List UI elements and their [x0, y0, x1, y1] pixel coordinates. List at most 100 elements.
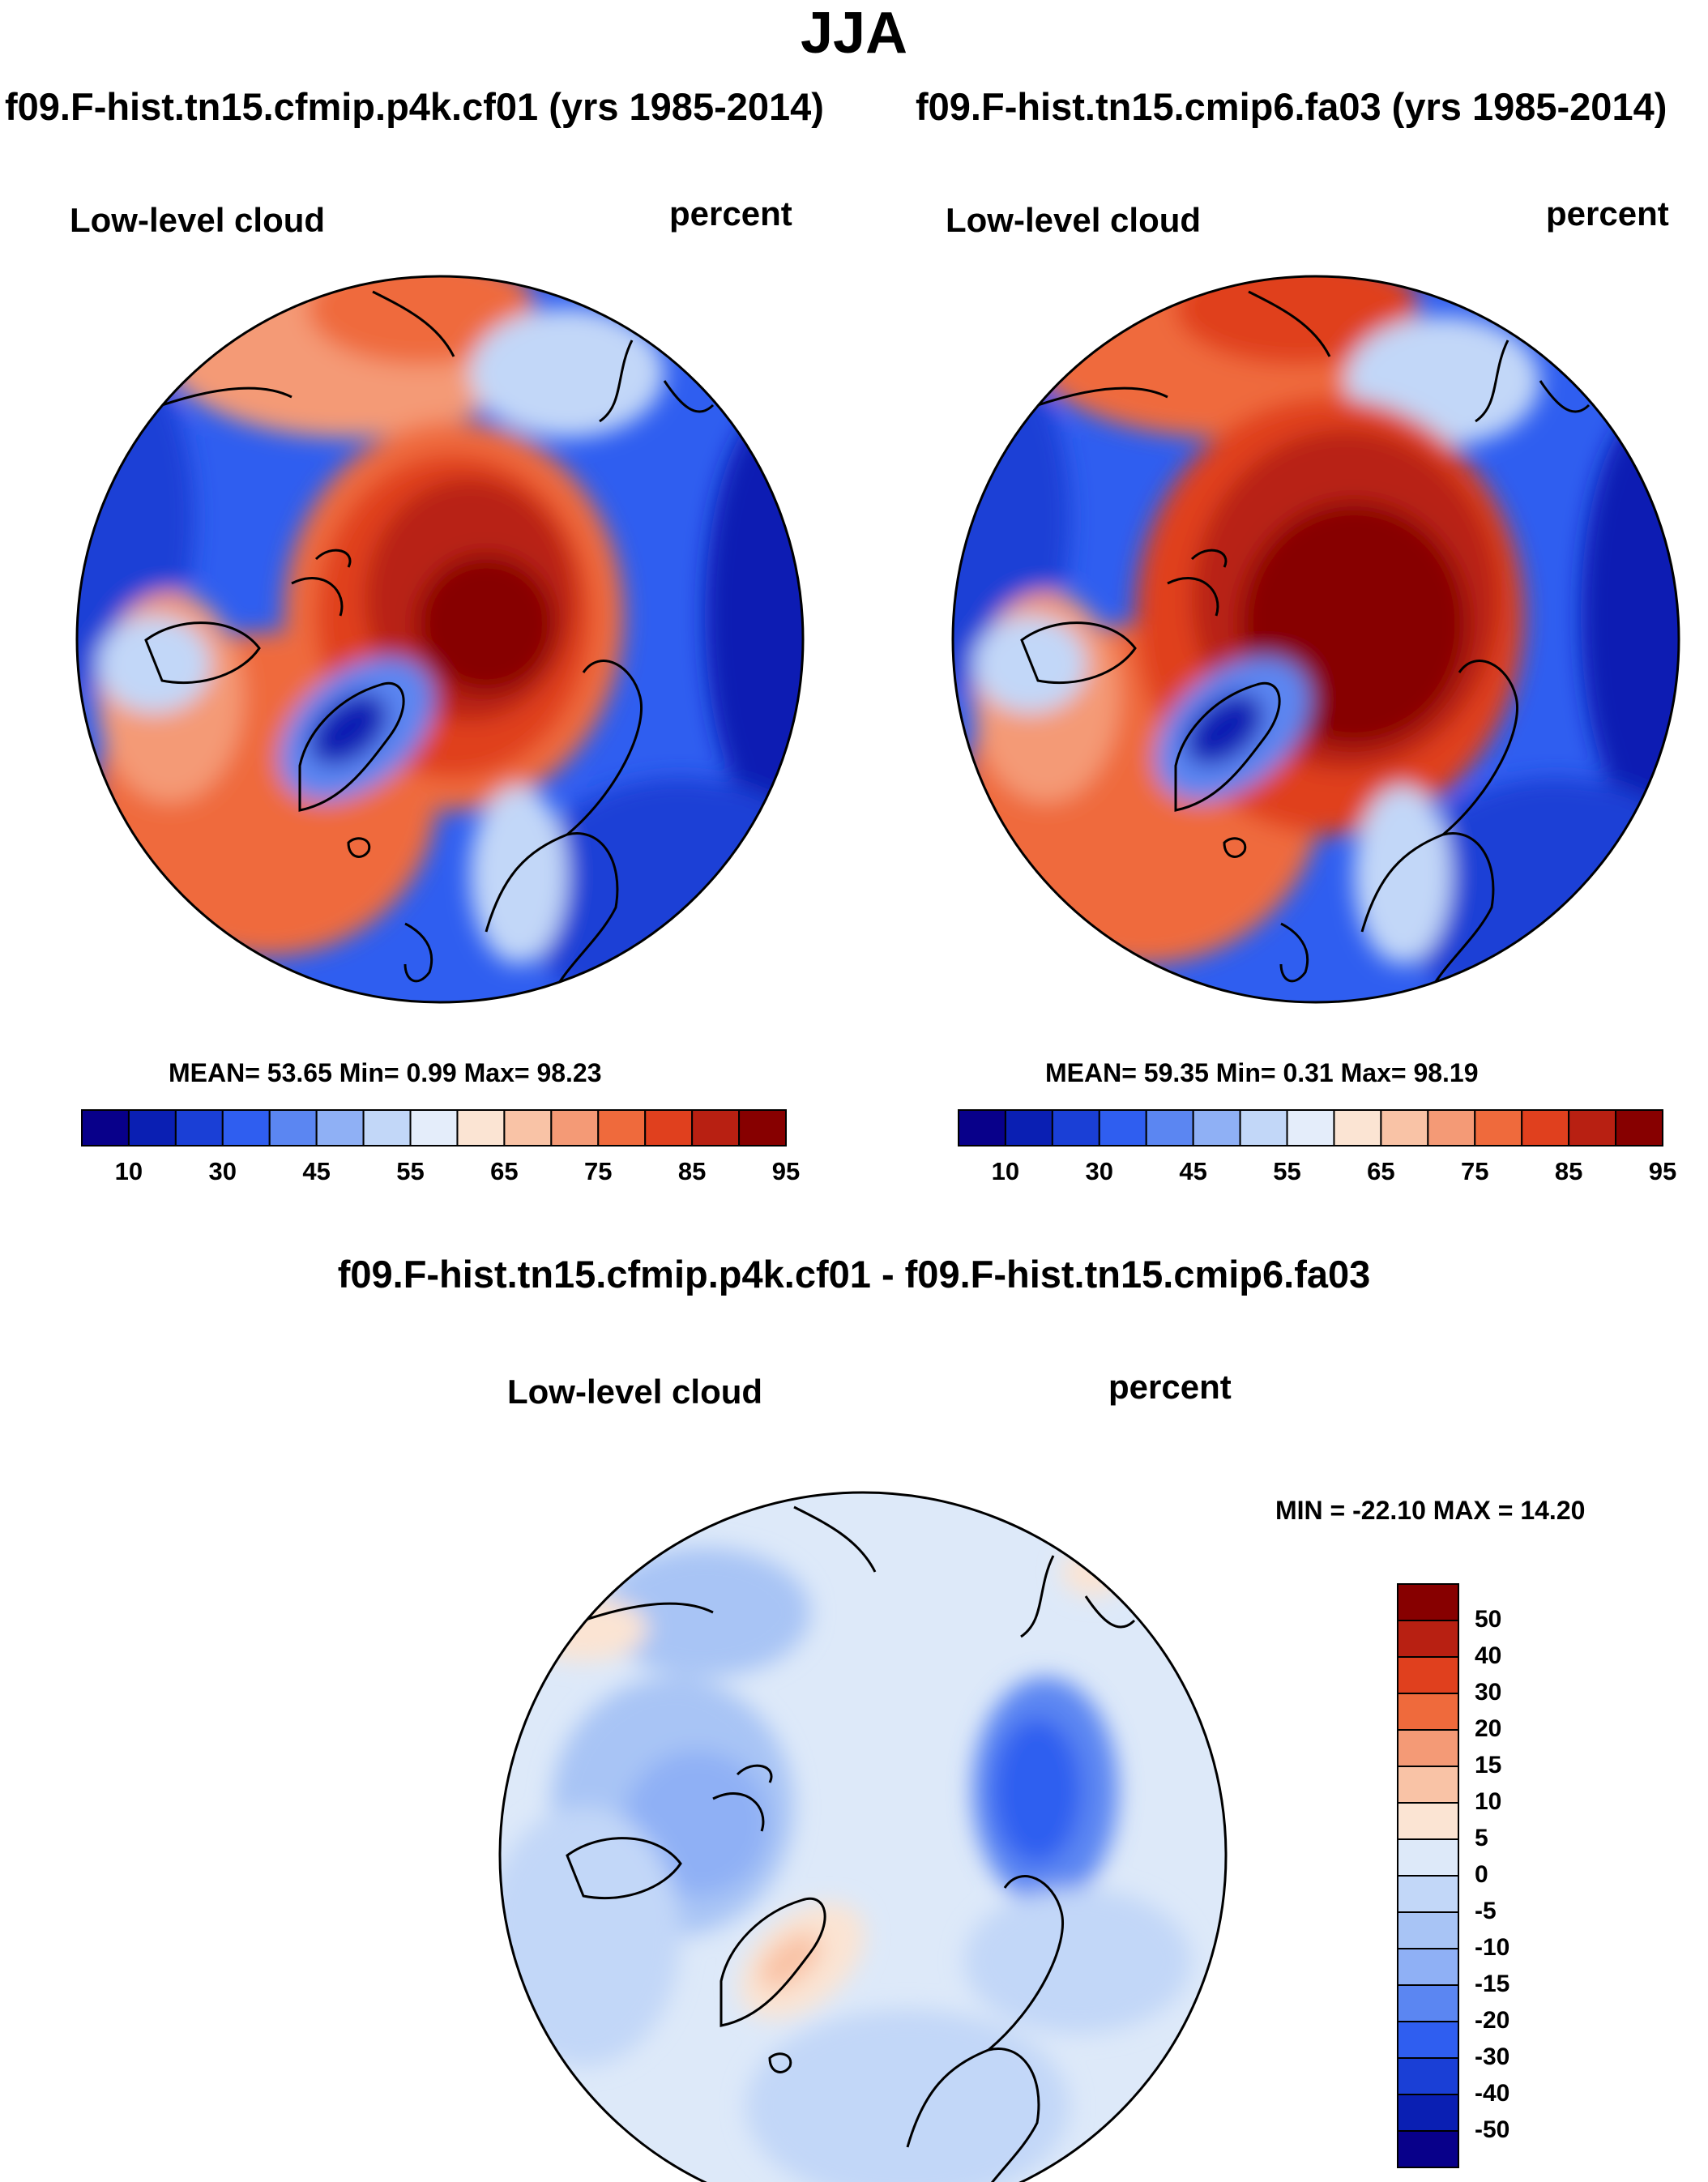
right-colorbar-tick-label: 85 [1554, 1157, 1583, 1185]
left-colorbar-swatch [550, 1109, 600, 1147]
right-panel-case-title: f09.F-hist.tn15.cmip6.fa03 (yrs 1985-201… [916, 85, 1667, 128]
left-colorbar-swatch [738, 1109, 787, 1147]
diff-colorbar-tick-label: -10 [1475, 1934, 1510, 1961]
left-colorbar-swatch [221, 1109, 271, 1147]
left-colorbar-tick-label: 30 [208, 1157, 237, 1185]
diff-colorbar-tick-label: -20 [1475, 2007, 1510, 2034]
right-colorbar-tick-label: 55 [1273, 1157, 1301, 1185]
right-panel-variable-label: Low-level cloud [946, 201, 1202, 239]
right-colorbar-swatch [1051, 1109, 1100, 1147]
diff-colorbar-swatch [1397, 2094, 1459, 2132]
right-colorbar-swatch [1615, 1109, 1663, 1147]
diff-panel-variable-label: Low-level cloud [507, 1373, 763, 1411]
diff-colorbar-tick-label: 50 [1475, 1606, 1502, 1633]
diff-colorbar-swatch [1397, 1948, 1459, 1986]
diff-colorbar-tick-label: 10 [1475, 1788, 1502, 1815]
right-colorbar-swatch [1521, 1109, 1570, 1147]
left-colorbar-swatch [174, 1109, 224, 1147]
left-panel-stats: MEAN= 53.65 Min= 0.99 Max= 98.23 [169, 1058, 602, 1087]
left-colorbar-swatch [362, 1109, 412, 1147]
diff-panel-map [500, 1492, 1226, 2182]
diff-colorbar-tick-label: 30 [1475, 1679, 1502, 1706]
diff-panel-map-border [498, 1491, 1228, 2182]
diff-colorbar-swatch [1397, 1766, 1459, 1804]
right-panel-units-label: percent [1546, 194, 1669, 233]
right-colorbar-swatch [1145, 1109, 1194, 1147]
left-colorbar-tick-label: 45 [302, 1157, 331, 1185]
right-colorbar-swatch [1239, 1109, 1288, 1147]
left-colorbar-swatch [81, 1109, 130, 1147]
diff-colorbar-swatch [1397, 1838, 1459, 1877]
diff-colorbar-swatch [1397, 1875, 1459, 1913]
left-panel-colorbar [81, 1109, 787, 1147]
diff-colorbar-tick-label: 15 [1475, 1752, 1502, 1778]
left-panel-case-title: f09.F-hist.tn15.cfmip.p4k.cf01 (yrs 1985… [5, 85, 824, 128]
left-colorbar-swatch [456, 1109, 506, 1147]
diff-colorbar-swatch [1397, 2057, 1459, 2095]
right-colorbar-swatch [958, 1109, 1006, 1147]
right-colorbar-swatch [1568, 1109, 1617, 1147]
left-panel-variable-label: Low-level cloud [70, 201, 326, 239]
diff-colorbar-swatch [1397, 1802, 1459, 1840]
right-colorbar-swatch [1427, 1109, 1476, 1147]
left-panel-map [77, 276, 803, 1002]
left-colorbar-tick-label: 10 [114, 1157, 143, 1185]
right-colorbar-swatch [1004, 1109, 1053, 1147]
right-colorbar-swatch [1380, 1109, 1429, 1147]
diff-colorbar-swatch [1397, 1656, 1459, 1694]
left-colorbar-swatch [691, 1109, 741, 1147]
diff-colorbar-swatch [1397, 1693, 1459, 1731]
right-colorbar-tick-label: 45 [1179, 1157, 1207, 1185]
left-colorbar-swatch [315, 1109, 365, 1147]
diff-colorbar-tick-label: 20 [1475, 1715, 1502, 1742]
right-panel-colorbar [958, 1109, 1663, 1147]
left-panel-units-label: percent [669, 194, 792, 233]
diff-colorbar-swatch [1397, 1984, 1459, 2022]
left-colorbar-tick-label: 65 [490, 1157, 519, 1185]
diff-panel-units-label: percent [1108, 1368, 1232, 1406]
diff-colorbar-swatch [1397, 1620, 1459, 1658]
diff-panel-case-title: f09.F-hist.tn15.cfmip.p4k.cf01 - f09.F-h… [337, 1253, 1371, 1296]
diff-colorbar-tick-label: -30 [1475, 2043, 1510, 2070]
right-colorbar-tick-label: 95 [1648, 1157, 1677, 1185]
left-colorbar-swatch [127, 1109, 177, 1147]
diff-colorbar-tick-label: 0 [1475, 1861, 1488, 1888]
diff-colorbar-tick-label: -5 [1475, 1898, 1497, 1924]
right-colorbar-swatch [1333, 1109, 1382, 1147]
figure-title: JJA [800, 1, 908, 66]
left-colorbar-tick-label: 85 [677, 1157, 707, 1185]
diff-panel-colorbar [1397, 1583, 1459, 2168]
diff-colorbar-swatch [1397, 1911, 1459, 1949]
diff-colorbar-tick-label: -15 [1475, 1971, 1510, 1997]
diff-colorbar-tick-label: -50 [1475, 2116, 1510, 2143]
right-panel-stats: MEAN= 59.35 Min= 0.31 Max= 98.19 [1045, 1058, 1479, 1087]
left-colorbar-swatch [503, 1109, 553, 1147]
diff-colorbar-swatch [1397, 1729, 1459, 1767]
left-colorbar-tick-label: 95 [771, 1157, 801, 1185]
right-panel-map [953, 276, 1679, 1002]
diff-panel-stats: MIN = -22.10 MAX = 14.20 [1275, 1496, 1586, 1525]
left-colorbar-tick-label: 75 [584, 1157, 613, 1185]
right-colorbar-tick-label: 65 [1367, 1157, 1395, 1185]
diff-colorbar-tick-label: -40 [1475, 2080, 1510, 2107]
diff-colorbar-tick-label: 5 [1475, 1825, 1488, 1851]
right-colorbar-swatch [1286, 1109, 1335, 1147]
left-colorbar-swatch [268, 1109, 318, 1147]
right-colorbar-swatch [1098, 1109, 1147, 1147]
left-colorbar-swatch [597, 1109, 647, 1147]
diff-colorbar-swatch [1397, 2021, 1459, 2059]
right-colorbar-swatch [1474, 1109, 1523, 1147]
diff-colorbar-swatch [1397, 1583, 1459, 1621]
right-colorbar-swatch [1192, 1109, 1241, 1147]
right-panel-map-border [951, 275, 1680, 1004]
left-colorbar-swatch [409, 1109, 459, 1147]
diff-colorbar-swatch [1397, 2130, 1459, 2168]
right-colorbar-tick-label: 30 [1085, 1157, 1114, 1185]
left-colorbar-swatch [644, 1109, 694, 1147]
right-colorbar-tick-label: 75 [1461, 1157, 1489, 1185]
left-panel-map-border [75, 275, 805, 1004]
diff-colorbar-tick-label: 40 [1475, 1642, 1502, 1669]
left-colorbar-tick-label: 55 [396, 1157, 425, 1185]
right-colorbar-tick-label: 10 [991, 1157, 1020, 1185]
